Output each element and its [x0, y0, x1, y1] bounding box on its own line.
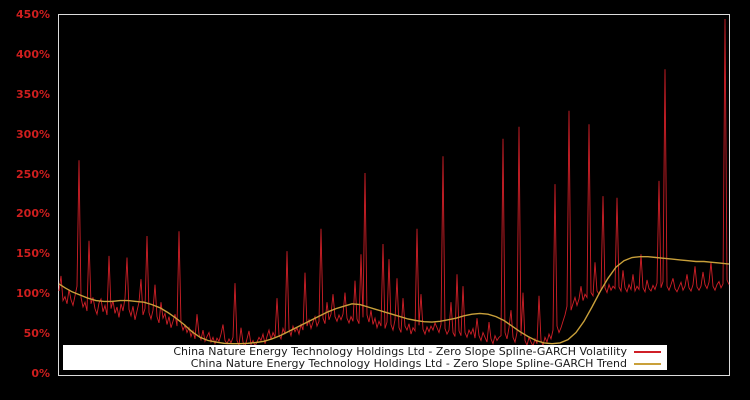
y-axis-tick-label: 250% — [16, 167, 50, 181]
legend: China Nature Energy Technology Holdings … — [63, 345, 667, 370]
volatility-series-line — [58, 18, 730, 349]
legend-item-trend: China Nature Energy Technology Holdings … — [63, 356, 667, 370]
legend-label-trend: China Nature Energy Technology Holdings … — [190, 356, 627, 370]
legend-line-sample-trend — [634, 362, 661, 365]
trend-series-line — [58, 256, 729, 345]
y-axis-tick-label: 50% — [23, 327, 50, 341]
y-axis-tick-label: 100% — [16, 287, 50, 301]
y-axis-tick-label: 450% — [16, 8, 50, 21]
y-axis-tick-label: 150% — [16, 247, 50, 261]
axis-frame — [58, 14, 730, 376]
legend-item-volatility: China Nature Energy Technology Holdings … — [63, 344, 667, 358]
y-axis-tick-label: 300% — [16, 127, 50, 141]
y-axis-tick-label: 200% — [16, 207, 50, 221]
legend-label-volatility: China Nature Energy Technology Holdings … — [173, 344, 627, 358]
y-axis-tick-label: 350% — [16, 87, 50, 101]
legend-line-sample-volatility — [634, 350, 661, 353]
y-axis-tick-label: 400% — [16, 47, 50, 61]
y-axis-tick-label: 0% — [31, 367, 50, 380]
